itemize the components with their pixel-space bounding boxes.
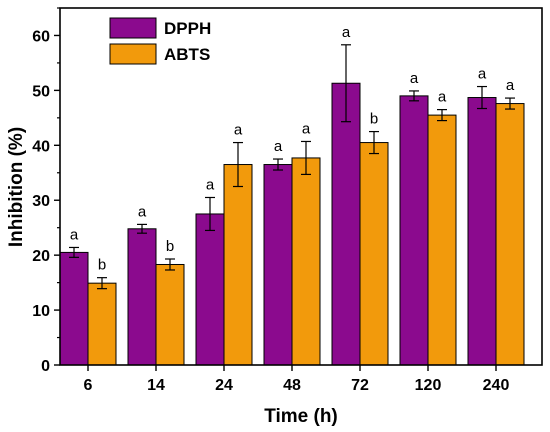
bar-dpph <box>399 95 429 366</box>
y-tick-label: 50 <box>32 83 50 100</box>
legend-label-dpph: DPPH <box>164 19 211 38</box>
x-tick-label: 24 <box>215 377 233 394</box>
x-tick-label: 48 <box>283 377 301 394</box>
y-tick-label: 20 <box>32 248 50 265</box>
bar-dpph <box>331 82 361 366</box>
significance-letter: b <box>98 257 106 274</box>
plot-frame <box>59 7 543 366</box>
bar-abts <box>223 164 253 366</box>
bar-dpph <box>467 97 497 366</box>
significance-letter: a <box>234 122 243 139</box>
plot-area: 0 10 20 30 40 50 60 6 14 24 48 72 120 240 a a a a a a a b b a a b… <box>32 7 525 394</box>
significance-letter: b <box>370 111 378 128</box>
significance-letter: a <box>138 203 147 220</box>
significance-letter: b <box>166 238 174 255</box>
bar-dpph <box>127 228 157 366</box>
significance-letter: a <box>70 226 79 243</box>
legend-swatch-dpph <box>109 17 157 39</box>
significance-letter: a <box>206 176 215 193</box>
y-tick-label: 40 <box>32 138 50 155</box>
y-tick-label: 10 <box>32 303 50 320</box>
legend-swatch-abts <box>109 43 157 65</box>
bar-abts <box>427 114 457 366</box>
significance-letter: a <box>438 89 447 106</box>
y-tick-label: 30 <box>32 193 50 210</box>
bar-dpph <box>263 164 293 366</box>
bar-abts <box>495 103 525 366</box>
significance-letter: a <box>506 77 515 94</box>
significance-letter: a <box>478 66 487 83</box>
bar-abts <box>87 282 117 366</box>
x-tick-label: 72 <box>351 377 369 394</box>
bar-dpph <box>59 251 89 366</box>
y-axis-label: Inhibition (%) <box>6 127 27 247</box>
significance-letter: a <box>302 120 311 137</box>
bar-abts <box>155 263 185 366</box>
legend: DPPH ABTS <box>109 17 211 65</box>
x-tick-label: 6 <box>84 377 93 394</box>
y-tick-label: 0 <box>41 358 50 375</box>
legend-label-abts: ABTS <box>164 45 210 64</box>
bar-abts <box>291 157 321 366</box>
bar-abts <box>359 142 389 366</box>
bar-dpph <box>195 213 225 366</box>
significance-letter: a <box>410 70 419 87</box>
x-tick-label: 120 <box>415 377 442 394</box>
x-axis-label: Time (h) <box>264 406 338 427</box>
x-tick-label: 14 <box>147 377 165 394</box>
x-tick-label: 240 <box>483 377 510 394</box>
y-tick-label: 60 <box>32 28 50 45</box>
significance-letter: a <box>274 138 283 155</box>
significance-letter: a <box>342 24 351 41</box>
